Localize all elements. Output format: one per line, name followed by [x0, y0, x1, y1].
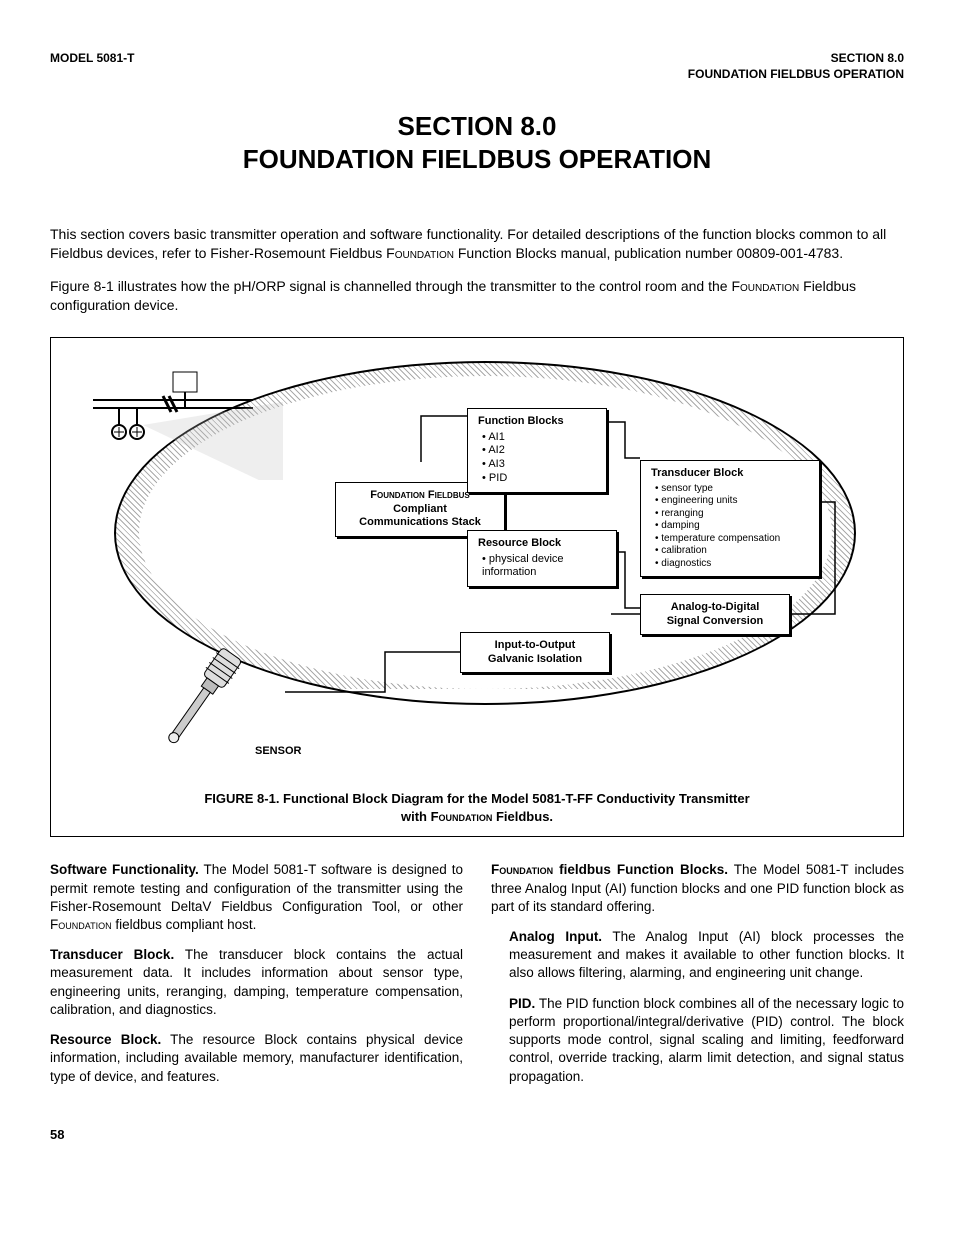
body-columns: Software Functionality. The Model 5081-T…: [50, 861, 904, 1097]
transducer-block-para: Transducer Block. The transducer block c…: [50, 946, 463, 1019]
header-left: MODEL 5081-T: [50, 50, 134, 82]
section-title: SECTION 8.0 FOUNDATION FIELDBUS OPERATIO…: [50, 110, 904, 175]
left-column: Software Functionality. The Model 5081-T…: [50, 861, 463, 1097]
function-blocks-block: Function Blocks AI1 AI2 AI3 PID: [467, 408, 607, 493]
sensor-label: SENSOR: [255, 744, 301, 759]
software-functionality-para: Software Functionality. The Model 5081-T…: [50, 861, 463, 934]
title-line2: FOUNDATION FIELDBUS OPERATION: [50, 143, 904, 176]
resource-block-para: Resource Block. The resource Block conta…: [50, 1031, 463, 1086]
pid-para: PID. The PID function block combines all…: [491, 995, 904, 1086]
function-blocks-list: AI1 AI2 AI3 PID: [478, 431, 596, 486]
adc-block: Analog-to-Digital Signal Conversion: [640, 594, 790, 636]
function-blocks-para: Foundation fieldbus Function Blocks. The…: [491, 861, 904, 916]
right-column: Foundation fieldbus Function Blocks. The…: [491, 861, 904, 1097]
intro-paragraph-1: This section covers basic transmitter op…: [50, 225, 904, 263]
function-blocks-sublist: Analog Input. The Analog Input (AI) bloc…: [491, 928, 904, 1086]
header-right: SECTION 8.0 FOUNDATION FIELDBUS OPERATIO…: [688, 50, 904, 82]
analog-input-para: Analog Input. The Analog Input (AI) bloc…: [491, 928, 904, 983]
diagram-area: Foundation Fieldbus Compliant Communicat…: [65, 352, 889, 782]
header-right-line1: SECTION 8.0: [688, 50, 904, 66]
figure-caption: FIGURE 8-1. Functional Block Diagram for…: [65, 790, 889, 826]
figure-8-1: Foundation Fieldbus Compliant Communicat…: [50, 337, 904, 837]
sensor-icon: [135, 642, 275, 772]
page-number: 58: [50, 1126, 904, 1144]
page-header: MODEL 5081-T SECTION 8.0 FOUNDATION FIEL…: [50, 50, 904, 82]
transducer-block: Transducer Block sensor type engineering…: [640, 460, 820, 577]
header-right-line2: FOUNDATION FIELDBUS OPERATION: [688, 66, 904, 82]
title-line1: SECTION 8.0: [50, 110, 904, 143]
resource-block: Resource Block physical device informati…: [467, 530, 617, 587]
io-isolation-block: Input-to-Output Galvanic Isolation: [460, 632, 610, 674]
control-room-icon: [83, 370, 283, 480]
intro-paragraph-2: Figure 8-1 illustrates how the pH/ORP si…: [50, 277, 904, 315]
